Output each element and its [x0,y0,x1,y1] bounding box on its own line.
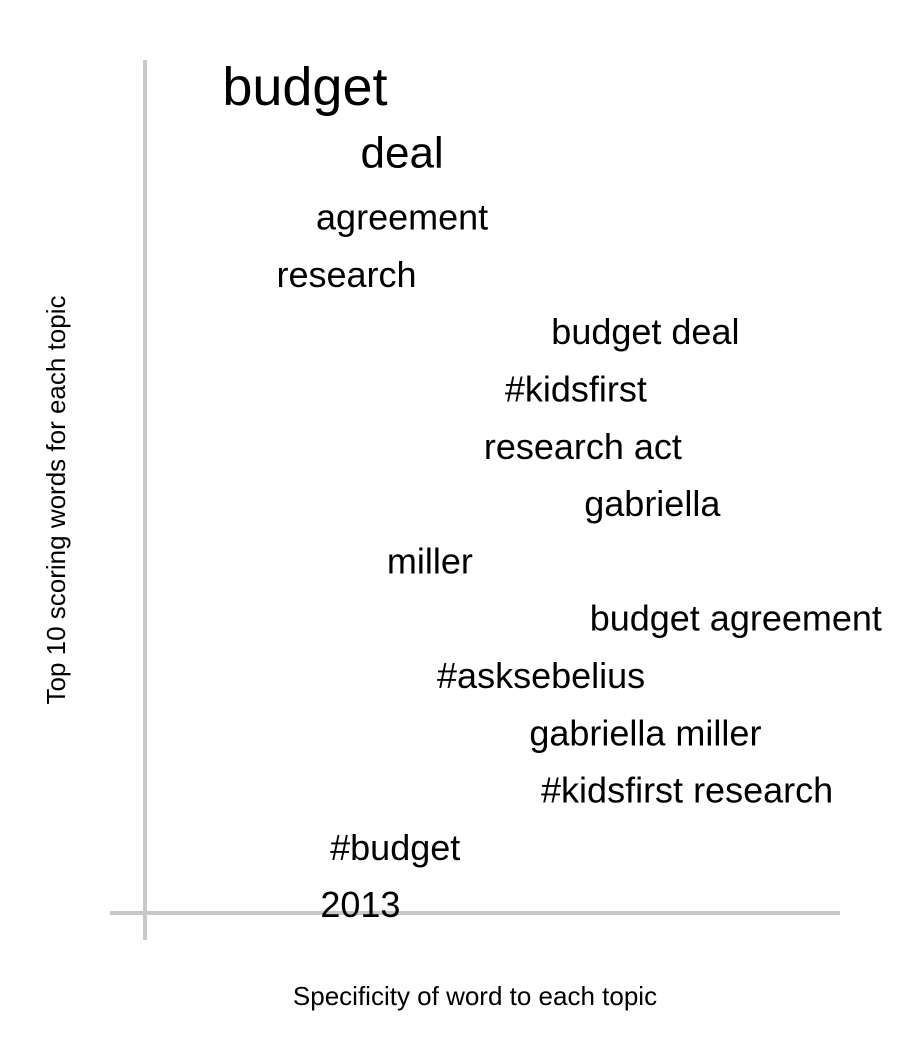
x-axis-label: Specificity of word to each topic [293,981,657,1011]
word-label: budget deal [551,311,739,352]
y-axis-label: Top 10 scoring words for each topic [41,296,71,705]
word-label: #asksebelius [437,655,645,696]
word-label: deal [361,128,444,177]
word-label: research act [484,426,682,467]
word-label: 2013 [320,884,400,925]
word-label: budget [222,57,387,117]
word-label: miller [387,540,473,581]
word-label: budget agreement [590,598,882,639]
word-label: #kidsfirst [505,369,647,410]
word-label: agreement [316,197,488,238]
word-label: gabriella [584,483,721,524]
word-list: budget deal agreement research budget deal #k… [222,57,882,925]
word-label: gabriella miller [529,712,761,753]
word-label: research [276,254,416,295]
word-label: #kidsfirst research [541,770,833,811]
word-label: #budget [330,827,460,868]
